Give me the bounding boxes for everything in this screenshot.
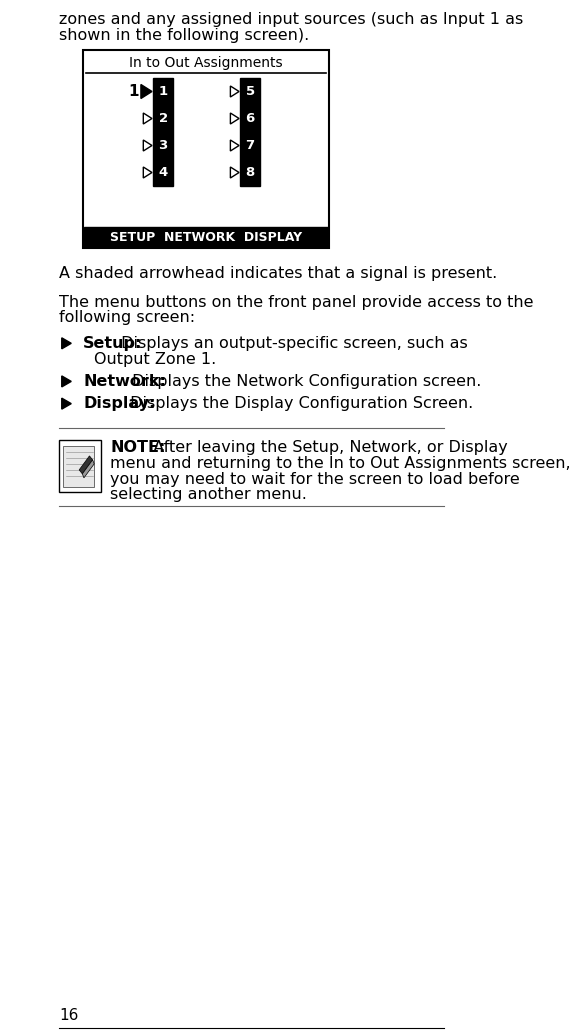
Text: Displays the Display Configuration Screen.: Displays the Display Configuration Scree… <box>125 396 473 411</box>
Text: SETUP  NETWORK  DISPLAY: SETUP NETWORK DISPLAY <box>110 231 302 244</box>
Text: 6: 6 <box>246 112 255 125</box>
Text: After leaving the Setup, Network, or Display: After leaving the Setup, Network, or Dis… <box>143 440 508 454</box>
Text: shown in the following screen).: shown in the following screen). <box>60 28 310 42</box>
Text: Displays the Network Configuration screen.: Displays the Network Configuration scree… <box>128 374 482 389</box>
Text: Display:: Display: <box>83 396 155 411</box>
Bar <box>240 78 261 186</box>
Polygon shape <box>143 167 152 178</box>
Text: Displays an output-specific screen, such as: Displays an output-specific screen, such… <box>116 335 468 351</box>
Polygon shape <box>143 140 152 151</box>
Bar <box>64 446 94 486</box>
Bar <box>60 440 101 492</box>
Bar <box>83 50 328 248</box>
Text: 5: 5 <box>246 85 255 98</box>
Bar <box>153 78 173 186</box>
Text: Setup:: Setup: <box>83 335 143 351</box>
Text: NOTE:: NOTE: <box>110 440 165 454</box>
Text: you may need to wait for the screen to load before: you may need to wait for the screen to l… <box>110 472 520 486</box>
Text: The menu buttons on the front panel provide access to the: The menu buttons on the front panel prov… <box>60 295 534 309</box>
Text: Output Zone 1.: Output Zone 1. <box>94 352 217 366</box>
Polygon shape <box>143 113 152 124</box>
Text: 1: 1 <box>158 85 168 98</box>
Text: 3: 3 <box>158 139 168 152</box>
Text: 16: 16 <box>60 1008 79 1023</box>
Text: selecting another menu.: selecting another menu. <box>110 487 307 502</box>
Text: Network:: Network: <box>83 374 166 389</box>
Text: 2: 2 <box>158 112 168 125</box>
Polygon shape <box>231 86 239 97</box>
Polygon shape <box>79 455 92 474</box>
Polygon shape <box>141 85 152 98</box>
Text: 7: 7 <box>246 139 255 152</box>
Polygon shape <box>231 140 239 151</box>
Text: In to Out Assignments: In to Out Assignments <box>129 56 283 70</box>
Polygon shape <box>82 460 94 478</box>
Text: following screen:: following screen: <box>60 310 195 325</box>
Polygon shape <box>62 398 71 409</box>
Bar <box>84 227 328 247</box>
Text: A shaded arrowhead indicates that a signal is present.: A shaded arrowhead indicates that a sign… <box>60 266 498 280</box>
Polygon shape <box>231 167 239 178</box>
Polygon shape <box>231 113 239 124</box>
Text: 8: 8 <box>246 166 255 179</box>
Text: menu and returning to the In to Out Assignments screen,: menu and returning to the In to Out Assi… <box>110 455 570 471</box>
Text: 4: 4 <box>158 166 168 179</box>
Text: 1: 1 <box>128 84 139 99</box>
Polygon shape <box>62 376 71 387</box>
Polygon shape <box>62 337 71 349</box>
Text: zones and any assigned input sources (such as Input 1 as: zones and any assigned input sources (su… <box>60 12 524 27</box>
